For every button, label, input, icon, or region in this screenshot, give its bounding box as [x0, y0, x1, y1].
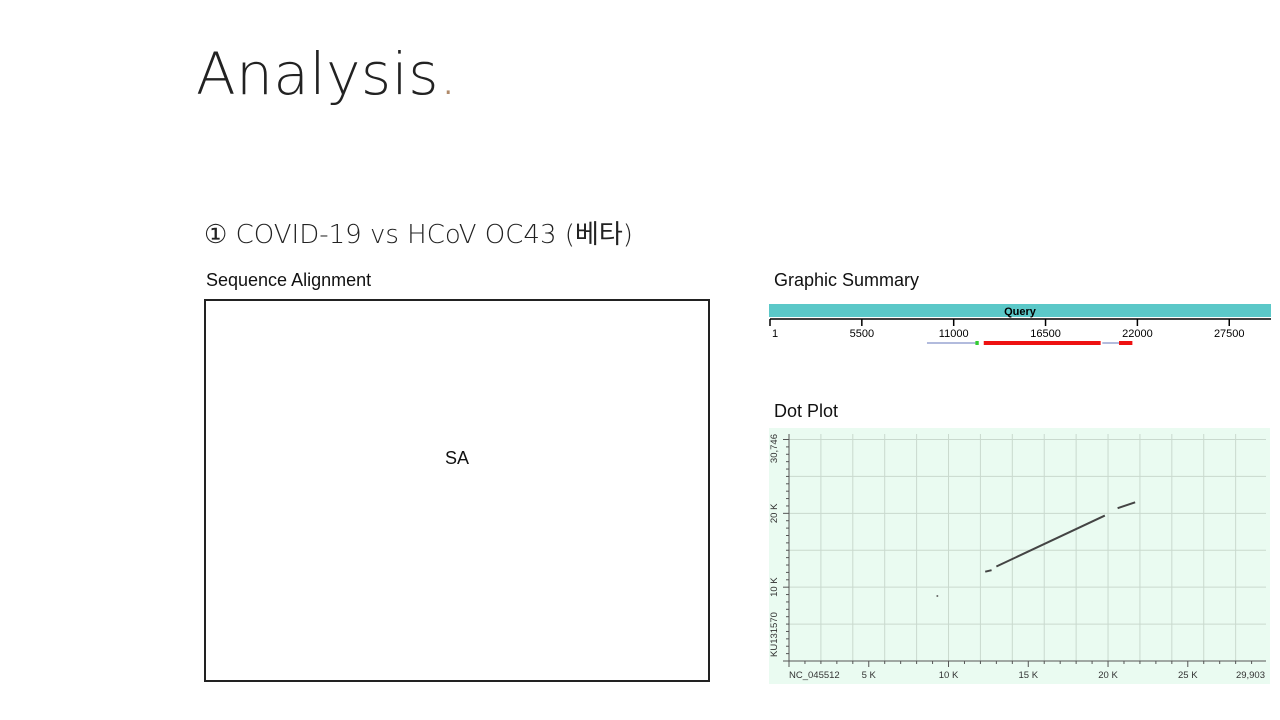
dot-plot-chart: NC_045512 5 K 10 K 15 K 20 K 25 K 29,903 10 K 20…: [769, 428, 1270, 684]
dot-plot-data: [936, 501, 1136, 598]
dot-plot-grid: [789, 434, 1266, 661]
dot-plot-y-tick-label: 30,746: [769, 434, 780, 463]
dot-plot-x-tick-label: 15 K: [1019, 670, 1039, 681]
dot-plot-x-tick-label: 5 K: [862, 670, 877, 681]
query-hit-segment: [1119, 341, 1133, 345]
dot-plot-x-tick-label: 29,903: [1236, 670, 1265, 681]
dot-plot-x-tick-label: 20 K: [1098, 670, 1118, 681]
query-bar: [769, 304, 1271, 317]
dot-plot-label: Dot Plot: [774, 401, 839, 421]
query-axis-ticks: 1 5500 11000 16500 22000 27500: [769, 319, 1245, 340]
dot-plot-y-axis-name: KU131570: [769, 612, 780, 657]
dot-plot-y-tick-label: 20 K: [769, 503, 780, 523]
query-hit-segment: [1102, 342, 1120, 344]
dot-plot-alignment-segment: [995, 514, 1106, 568]
sequence-alignment-panel: SA: [204, 299, 710, 682]
dot-plot-alignment-segment: [984, 569, 992, 573]
dot-plot-axes: NC_045512 5 K 10 K 15 K 20 K 25 K 29,903 10 K 20…: [769, 434, 1266, 681]
query-bar-label: Query: [1004, 306, 1037, 318]
dot-plot-point: [936, 595, 939, 598]
query-axis-tick-label: 27500: [1214, 328, 1245, 340]
graphic-summary-label: Graphic Summary: [774, 270, 920, 290]
slide-title: Analysis.: [196, 40, 458, 108]
query-hit-segment: [975, 341, 979, 345]
title-accent-dot: .: [438, 40, 458, 108]
dot-plot-y-tick-label: 10 K: [769, 577, 780, 597]
dot-plot-x-axis-name: NC_045512: [789, 670, 840, 681]
graphic-summary-chart: Query 1 5500 11000 16500 22000 27500: [769, 304, 1271, 345]
dot-plot-x-tick-label: 10 K: [939, 670, 959, 681]
query-hit-segment: [983, 341, 1101, 345]
query-hit-segment: [926, 342, 978, 344]
dot-plot-alignment-segment: [1117, 501, 1136, 510]
query-axis-tick-label: 16500: [1030, 328, 1061, 340]
query-axis-tick-label: 5500: [850, 328, 874, 340]
sequence-alignment-placeholder: SA: [444, 448, 469, 468]
query-hits: [926, 341, 1133, 345]
dot-plot-x-tick-label: 25 K: [1178, 670, 1198, 681]
query-axis-tick-label: 11000: [939, 328, 969, 340]
comparison-heading: ① COVID-19 vs HCoV OC43 (베타): [204, 220, 633, 250]
query-axis-tick-label: 22000: [1122, 328, 1153, 340]
title-text: Analysis: [196, 40, 439, 108]
query-axis-tick-label: 1: [772, 328, 778, 340]
sequence-alignment-label: Sequence Alignment: [206, 270, 372, 290]
